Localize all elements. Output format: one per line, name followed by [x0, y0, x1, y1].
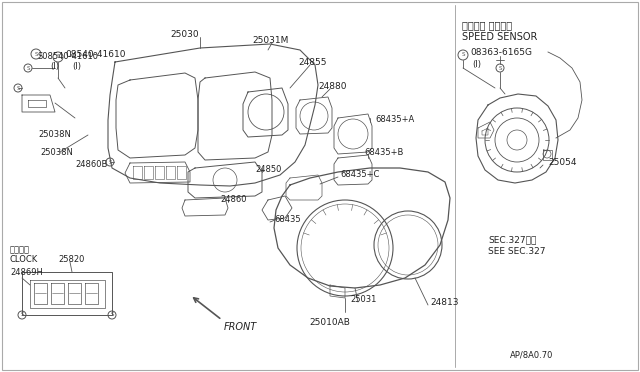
Text: S08540-41610: S08540-41610	[38, 52, 99, 61]
Text: 25030: 25030	[170, 30, 198, 39]
Text: S: S	[499, 65, 502, 71]
Text: (I): (I)	[50, 62, 59, 71]
Text: 25038N: 25038N	[40, 148, 73, 157]
Text: FRONT: FRONT	[224, 322, 257, 332]
Text: S: S	[108, 160, 112, 164]
Text: 25010AB: 25010AB	[310, 318, 351, 327]
Text: 25054: 25054	[548, 158, 577, 167]
Text: (I): (I)	[472, 60, 481, 69]
Text: S: S	[26, 65, 29, 71]
Text: SPEED SENSOR: SPEED SENSOR	[462, 32, 538, 42]
Text: スピード センサー: スピード センサー	[462, 20, 512, 30]
Text: 24860: 24860	[220, 195, 246, 204]
Text: 24813: 24813	[430, 298, 458, 307]
Text: (I): (I)	[72, 62, 81, 71]
Text: SEC.327参照: SEC.327参照	[488, 235, 536, 244]
Text: 24860B: 24860B	[75, 160, 108, 169]
Text: 25820: 25820	[58, 255, 84, 264]
Text: 24855: 24855	[298, 58, 326, 67]
Text: 25031M: 25031M	[252, 36, 289, 45]
Text: 25031: 25031	[350, 295, 376, 304]
Text: 24850: 24850	[255, 165, 282, 174]
Text: 24869H: 24869H	[10, 268, 43, 277]
Text: S: S	[56, 55, 60, 60]
Text: S: S	[461, 52, 465, 58]
Text: AP/8A0.70: AP/8A0.70	[510, 350, 554, 359]
Text: 24880: 24880	[318, 82, 346, 91]
Text: S: S	[35, 51, 38, 57]
Text: S: S	[20, 312, 24, 317]
Text: S: S	[110, 312, 114, 317]
Text: 68435+B: 68435+B	[364, 148, 403, 157]
Text: 08363-6165G: 08363-6165G	[470, 48, 532, 57]
Text: 68435: 68435	[274, 215, 301, 224]
Text: SEE SEC.327: SEE SEC.327	[488, 247, 545, 256]
Text: 68435+A: 68435+A	[375, 115, 414, 124]
Text: S: S	[16, 86, 20, 90]
Text: 25038N: 25038N	[38, 130, 71, 139]
Text: クロック: クロック	[10, 245, 30, 254]
Text: CLOCK: CLOCK	[10, 255, 38, 264]
Text: 68435+C: 68435+C	[340, 170, 380, 179]
Text: 08540-41610: 08540-41610	[65, 50, 125, 59]
